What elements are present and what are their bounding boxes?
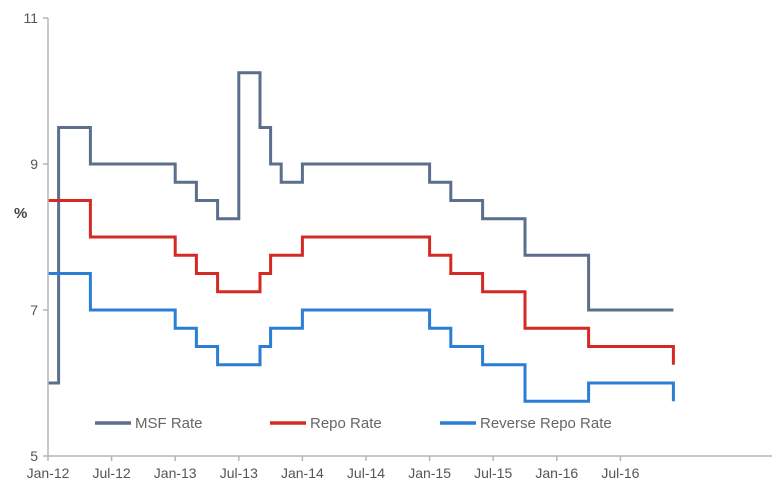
y-ticks: 5 7 9 11	[23, 10, 48, 464]
y-tick-label: 9	[30, 156, 38, 172]
legend-label-2: Reverse Repo Rate	[480, 415, 612, 432]
x-tick-label: Jan-13	[154, 465, 197, 481]
y-tick-label: 11	[23, 10, 38, 26]
y-tick-label: 5	[30, 448, 38, 464]
legend-label-0: MSF Rate	[135, 415, 203, 432]
series-layer	[48, 71, 675, 403]
x-tick-label: Jul-12	[93, 465, 131, 481]
x-tick-label: Jan-14	[281, 465, 324, 481]
x-tick-label: Jan-16	[535, 465, 578, 481]
axes-layer	[47, 18, 772, 457]
x-tick-label: Jul-14	[347, 465, 385, 481]
y-axis-label: %	[14, 205, 27, 222]
y-tick-label: 7	[30, 302, 38, 318]
legend-label-1: Repo Rate	[310, 415, 382, 432]
x-tick-label: Jul-15	[474, 465, 512, 481]
x-tick-label: Jul-13	[220, 465, 258, 481]
series-line-2	[48, 272, 675, 403]
x-tick-label: Jul-16	[601, 465, 639, 481]
x-tick-label: Jan-15	[408, 465, 451, 481]
x-tick-label: Jan-12	[27, 465, 70, 481]
series-line-1	[48, 199, 675, 365]
series-line-0	[48, 71, 674, 385]
legend: MSF Rate Repo Rate Reverse Repo Rate	[95, 415, 612, 432]
x-ticks: Jan-12 Jul-12 Jan-13 Jul-13 Jan-14 Jul-14 Jan-…	[27, 456, 640, 481]
